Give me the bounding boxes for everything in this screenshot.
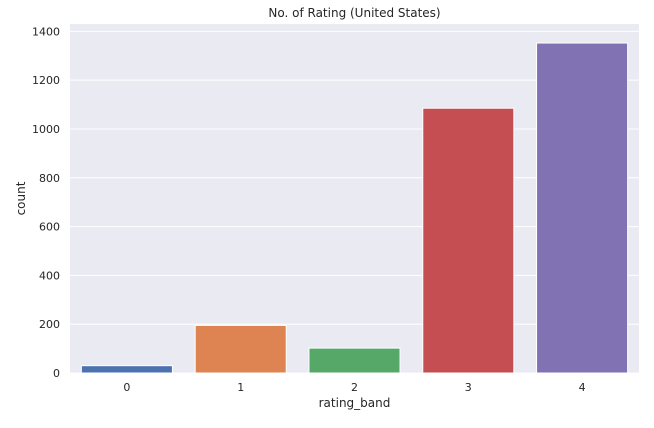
x-axis-label: rating_band	[319, 396, 391, 410]
y-axis-ticks: 0 200 400 600 800 1000 1200 1400	[32, 25, 60, 380]
y-tick-label: 1400	[32, 25, 60, 38]
y-tick-label: 1200	[32, 74, 60, 87]
y-tick-label: 200	[39, 318, 60, 331]
x-tick-label: 2	[351, 381, 358, 394]
x-tick-label: 1	[237, 381, 244, 394]
y-tick-label: 0	[53, 367, 60, 380]
y-tick-label: 600	[39, 221, 60, 234]
bar-4	[536, 42, 629, 374]
x-tick-label: 0	[123, 381, 130, 394]
x-tick-label: 3	[465, 381, 472, 394]
bar-1	[194, 324, 287, 374]
bar-2	[308, 347, 401, 374]
bar-0	[80, 365, 173, 374]
bars	[80, 42, 629, 374]
x-axis-ticks: 0 1 2 3 4	[123, 381, 585, 394]
y-tick-label: 400	[39, 269, 60, 282]
chart-title: No. of Rating (United States)	[268, 6, 440, 20]
y-axis-label: count	[14, 181, 28, 215]
y-tick-label: 800	[39, 172, 60, 185]
bar-3	[422, 107, 515, 374]
y-tick-label: 1000	[32, 123, 60, 136]
x-tick-label: 4	[579, 381, 586, 394]
